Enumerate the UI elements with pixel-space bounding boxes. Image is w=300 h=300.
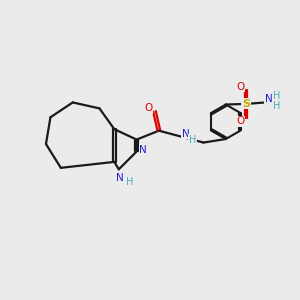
Text: O: O (236, 116, 245, 126)
Text: N: N (139, 145, 147, 155)
Text: H: H (189, 135, 196, 145)
Text: O: O (144, 103, 153, 113)
Text: N: N (116, 172, 124, 183)
Text: O: O (236, 82, 245, 92)
Text: N: N (182, 129, 190, 139)
Text: H: H (273, 91, 280, 101)
Text: H: H (125, 177, 133, 187)
Text: S: S (242, 99, 250, 109)
Text: H: H (273, 101, 280, 111)
Text: N: N (265, 94, 273, 104)
